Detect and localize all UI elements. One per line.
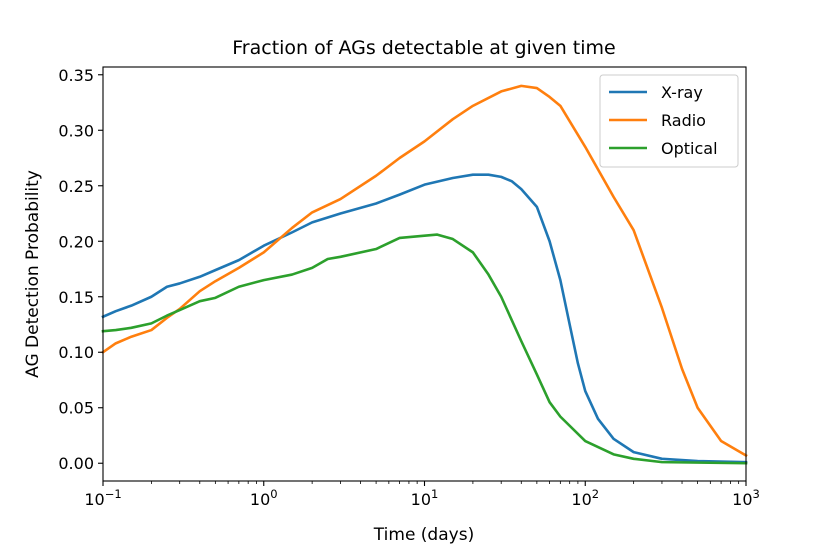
series-line-2 bbox=[101, 233, 748, 465]
legend: X-ray Radio Optical bbox=[599, 74, 739, 168]
y-tick-label: 0.35 bbox=[58, 66, 94, 85]
legend-label-1: Radio bbox=[661, 111, 706, 130]
series-line-0 bbox=[101, 173, 748, 464]
x-tick-label: 101 bbox=[411, 487, 439, 509]
x-axis: 10−1 100 101 102 103 bbox=[84, 481, 760, 509]
legend-label-0: X-ray bbox=[661, 83, 703, 102]
y-axis: 0.00 0.05 0.10 0.15 0.20 0.25 0.30 0.35 bbox=[58, 66, 103, 473]
legend-label-2: Optical bbox=[661, 139, 718, 158]
y-tick-label: 0.30 bbox=[58, 121, 94, 140]
y-tick-label: 0.20 bbox=[58, 232, 94, 251]
y-axis-label: AG Detection Probability bbox=[23, 170, 43, 378]
x-tick-label: 103 bbox=[732, 487, 760, 509]
x-tick-label: 100 bbox=[250, 487, 278, 509]
legend-box bbox=[599, 74, 739, 168]
y-tick-label: 0.15 bbox=[58, 288, 94, 307]
x-tick-label: 10−1 bbox=[84, 487, 121, 509]
series-layer bbox=[101, 84, 748, 465]
y-tick-label: 0.00 bbox=[58, 454, 94, 473]
y-tick-label: 0.05 bbox=[58, 399, 94, 418]
y-tick-label: 0.25 bbox=[58, 177, 94, 196]
y-tick-label: 0.10 bbox=[58, 343, 94, 362]
chart-title: Fraction of AGs detectable at given time bbox=[232, 37, 615, 59]
x-axis-label: Time (days) bbox=[373, 525, 474, 545]
x-tick-label: 102 bbox=[571, 487, 599, 509]
